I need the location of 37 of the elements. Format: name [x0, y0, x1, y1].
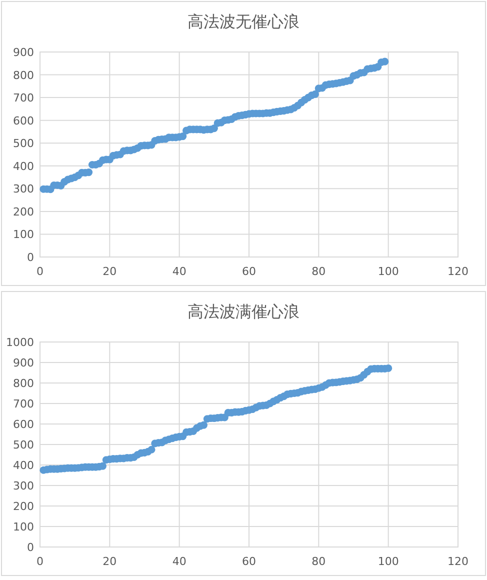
y-tick-label: 700 — [13, 92, 34, 105]
y-tick-label: 400 — [13, 459, 34, 472]
x-tick-label: 80 — [312, 265, 326, 278]
y-tick-label: 200 — [13, 500, 34, 513]
y-tick-label: 900 — [13, 46, 34, 59]
x-tick-label: 100 — [378, 265, 399, 278]
x-tick-label: 120 — [448, 265, 468, 278]
y-tick-label: 400 — [13, 160, 34, 173]
y-tick-label: 1000 — [6, 336, 34, 349]
x-tick-label: 40 — [172, 555, 186, 568]
x-tick-label: 100 — [378, 555, 399, 568]
x-tick-label: 40 — [172, 265, 186, 278]
chart-title: 高法波满催心浪 — [188, 302, 300, 321]
y-tick-label: 0 — [27, 251, 34, 264]
x-tick-label: 60 — [242, 265, 256, 278]
x-tick-label: 120 — [448, 555, 468, 568]
x-tick-label: 0 — [36, 555, 44, 568]
y-tick-label: 500 — [13, 137, 34, 150]
x-tick-label: 80 — [312, 555, 326, 568]
y-tick-label: 300 — [13, 480, 34, 492]
y-tick-label: 700 — [13, 398, 34, 410]
y-tick-label: 100 — [13, 520, 34, 534]
y-tick-label: 900 — [13, 356, 34, 370]
y-tick-label: 600 — [13, 114, 34, 128]
x-tick-label: 0 — [36, 265, 44, 278]
y-tick-label: 800 — [13, 68, 34, 82]
y-tick-label: 0 — [27, 541, 34, 554]
y-tick-label: 300 — [13, 182, 34, 196]
y-tick-label: 600 — [13, 418, 34, 431]
x-tick-label: 20 — [102, 555, 117, 568]
x-tick-label: 60 — [242, 555, 256, 568]
y-tick-label: 200 — [13, 205, 34, 218]
chart-title: 高法波无催心浪 — [188, 12, 300, 31]
y-tick-label: 100 — [13, 228, 34, 242]
y-tick-label: 800 — [13, 377, 34, 390]
x-tick-label: 20 — [102, 265, 117, 278]
y-tick-label: 500 — [13, 438, 34, 452]
